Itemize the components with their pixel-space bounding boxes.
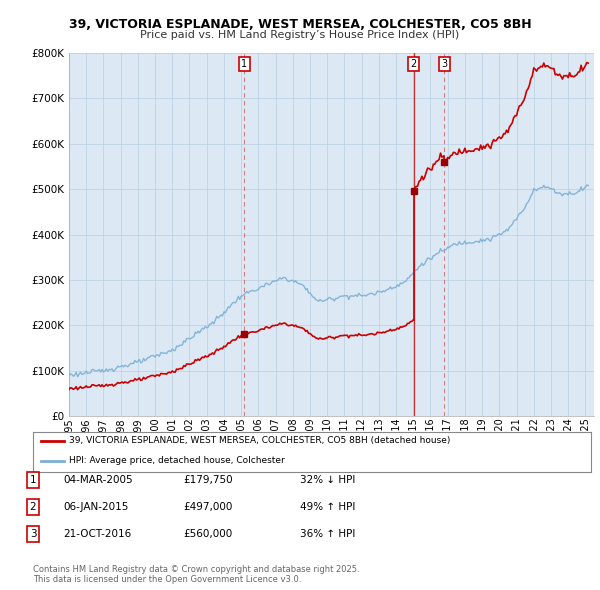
Text: 06-JAN-2015: 06-JAN-2015 [63, 502, 128, 512]
Text: £179,750: £179,750 [183, 475, 233, 484]
Text: 2: 2 [29, 502, 37, 512]
Text: 39, VICTORIA ESPLANADE, WEST MERSEA, COLCHESTER, CO5 8BH: 39, VICTORIA ESPLANADE, WEST MERSEA, COL… [68, 18, 532, 31]
Text: 1: 1 [241, 59, 247, 69]
Text: 2: 2 [410, 59, 417, 69]
Text: £560,000: £560,000 [183, 529, 232, 539]
Text: 36% ↑ HPI: 36% ↑ HPI [300, 529, 355, 539]
Text: 49% ↑ HPI: 49% ↑ HPI [300, 502, 355, 512]
Text: 3: 3 [442, 59, 448, 69]
Text: 04-MAR-2005: 04-MAR-2005 [63, 475, 133, 484]
Text: £497,000: £497,000 [183, 502, 232, 512]
Text: 39, VICTORIA ESPLANADE, WEST MERSEA, COLCHESTER, CO5 8BH (detached house): 39, VICTORIA ESPLANADE, WEST MERSEA, COL… [69, 436, 451, 445]
Text: 21-OCT-2016: 21-OCT-2016 [63, 529, 131, 539]
Text: Price paid vs. HM Land Registry’s House Price Index (HPI): Price paid vs. HM Land Registry’s House … [140, 30, 460, 40]
Text: 1: 1 [29, 475, 37, 484]
Text: Contains HM Land Registry data © Crown copyright and database right 2025.
This d: Contains HM Land Registry data © Crown c… [33, 565, 359, 584]
Text: HPI: Average price, detached house, Colchester: HPI: Average price, detached house, Colc… [69, 456, 285, 466]
Text: 3: 3 [29, 529, 37, 539]
Text: 32% ↓ HPI: 32% ↓ HPI [300, 475, 355, 484]
